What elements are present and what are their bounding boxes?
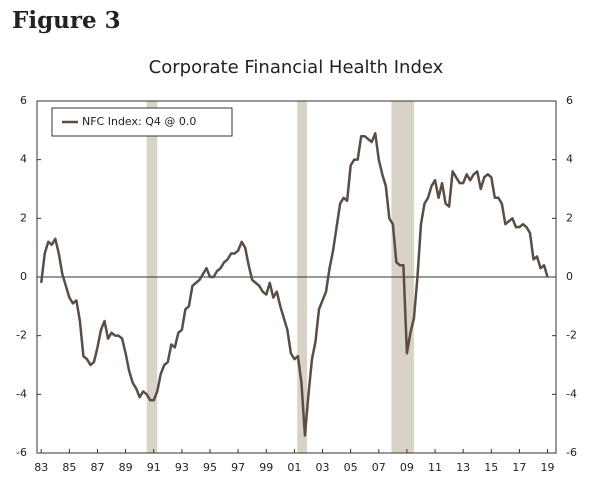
x-tick-label: 05: [344, 461, 358, 474]
y-tick-label: -4: [16, 387, 27, 400]
x-tick-label: 09: [400, 461, 414, 474]
x-tick-label: 01: [287, 461, 301, 474]
x-tick-label: 11: [428, 461, 442, 474]
x-tick-label: 89: [119, 461, 133, 474]
chart-title: Corporate Financial Health Index: [149, 57, 444, 78]
y2-tick-label: -2: [566, 329, 577, 342]
x-tick-label: 97: [231, 461, 245, 474]
x-tick-label: 19: [541, 461, 555, 474]
y2-tick-label: 0: [566, 270, 573, 283]
x-tick-label: 95: [203, 461, 217, 474]
x-tick-label: 93: [175, 461, 189, 474]
x-tick-label: 85: [62, 461, 76, 474]
x-tick-label: 91: [147, 461, 161, 474]
y-tick-label: 4: [20, 153, 27, 166]
legend-box: [51, 107, 233, 137]
y-tick-label: 0: [20, 270, 27, 283]
x-tick-label: 15: [484, 461, 498, 474]
y-tick-label: 6: [20, 94, 27, 107]
y2-tick-label: -4: [566, 387, 577, 400]
y-tick-label: -6: [16, 446, 27, 459]
y-tick-label: 2: [20, 211, 27, 224]
data-line: [39, 132, 549, 437]
y2-tick-label: 4: [566, 153, 573, 166]
x-tick-label: 13: [456, 461, 470, 474]
x-tick-label: 87: [90, 461, 104, 474]
legend-label: NFC Index: Q4 @ 0.0: [82, 115, 196, 128]
y2-tick-label: -6: [566, 446, 577, 459]
y-tick-label: -2: [16, 329, 27, 342]
figure-label: Figure 3: [12, 7, 121, 34]
x-tick-label: 99: [259, 461, 273, 474]
y2-tick-label: 2: [566, 211, 573, 224]
x-tick-label: 83: [34, 461, 48, 474]
y2-tick-label: 6: [566, 94, 573, 107]
x-tick-label: 07: [372, 461, 386, 474]
x-tick-label: 17: [512, 461, 526, 474]
x-tick-label: 03: [316, 461, 330, 474]
